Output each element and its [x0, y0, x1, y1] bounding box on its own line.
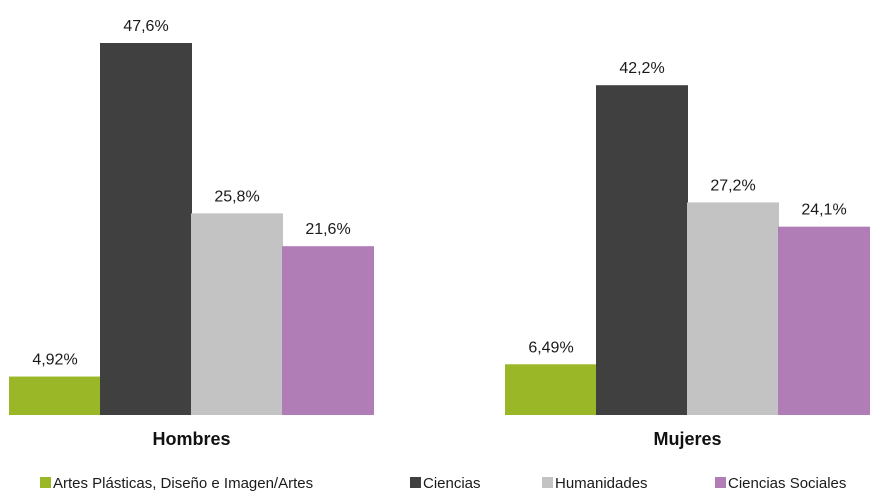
value-label-hombres-4: 21,6%: [305, 221, 350, 238]
value-label-hombres-2: 47,6%: [123, 18, 168, 35]
bar-hombres-2: [100, 43, 192, 415]
value-label-hombres-3: 25,8%: [214, 188, 259, 205]
bar-mujeres-2: [596, 85, 688, 415]
bar-hombres-3: [191, 213, 283, 415]
group-labels-layer: Hombres Mujeres: [152, 429, 721, 449]
value-label-mujeres-2: 42,2%: [619, 60, 664, 77]
legend: Artes Plásticas, Diseño e Imagen/Artes Ci…: [40, 475, 846, 492]
value-labels-layer: 4,92% 47,6% 25,8% 21,6% 6,49% 42,2% 27,2% 24,1%: [32, 18, 846, 369]
value-label-hombres-1: 4,92%: [32, 352, 77, 369]
legend-swatch-4: [715, 477, 726, 488]
group-label-hombres: Hombres: [152, 429, 230, 449]
bar-mujeres-1: [505, 364, 597, 415]
bar-hombres-4: [282, 246, 374, 415]
bar-mujeres-3: [687, 202, 779, 415]
legend-swatch-2: [410, 477, 421, 488]
legend-label-3: Humanidades: [555, 475, 648, 492]
legend-swatch-1: [40, 477, 51, 488]
value-label-mujeres-4: 24,1%: [801, 202, 846, 219]
bar-mujeres-4: [778, 226, 870, 415]
group-label-mujeres: Mujeres: [653, 429, 721, 449]
value-label-mujeres-3: 27,2%: [710, 177, 755, 194]
legend-swatch-3: [542, 477, 553, 488]
bars-layer: [9, 43, 870, 415]
legend-label-2: Ciencias: [423, 475, 481, 492]
legend-label-4: Ciencias Sociales: [728, 475, 846, 492]
bar-hombres-1: [9, 376, 101, 415]
legend-label-1: Artes Plásticas, Diseño e Imagen/Artes: [53, 475, 313, 492]
value-label-mujeres-1: 6,49%: [528, 339, 573, 356]
